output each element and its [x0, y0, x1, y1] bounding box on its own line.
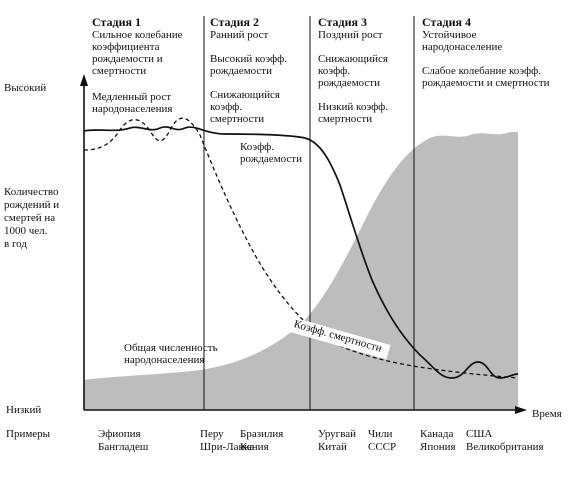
examples-stage-4a: Канада Япония [420, 428, 456, 454]
stage-3-header: Стадия 3 Поздний рост Снижающийся коэфф.… [318, 15, 414, 126]
stage-2-extra2: коэфф. [210, 101, 243, 113]
stage-3-extra2: смертности [318, 113, 373, 125]
stage-2-extra: рождаемости [210, 65, 272, 77]
example-country: США [466, 428, 493, 440]
y-axis-title-line: рождений и [4, 199, 60, 211]
y-axis-high-label: Высокий [4, 82, 47, 94]
example-country: Бангладеш [98, 441, 149, 453]
examples-stage-4b: США Великобритания [466, 428, 544, 454]
stage-1-extra: Медленный рост [92, 91, 172, 103]
birth-rate-curve [83, 126, 519, 379]
y-axis-title: Количество рождений и смертей на 1000 че… [4, 186, 80, 251]
examples-stage-2a: Перу Шри-Ланка [200, 428, 254, 454]
examples-stage-1: Эфиопия Бангладеш [98, 428, 148, 454]
example-country: Бразилия [240, 428, 284, 440]
example-country: Великобритания [466, 441, 544, 453]
stage-3-extra2: Низкий коэфф. [318, 101, 389, 113]
x-axis-time-label: Время [532, 408, 562, 420]
stage-1-line: рождаемости и [92, 53, 163, 65]
stage-3-line: Поздний рост [318, 29, 383, 41]
stage-2-extra2: смертности [210, 113, 265, 125]
y-axis-title-line: в год [4, 238, 27, 250]
stage-1-line: коэффициента [92, 41, 160, 53]
stage-1-line: Сильное колебание [92, 29, 183, 41]
stage-2-header: Стадия 2 Ранний рост Высокий коэфф. рожд… [210, 15, 310, 126]
examples-stage-2b: Бразилия Кения [240, 428, 283, 454]
population-label-line: Общая численность [124, 342, 218, 354]
stage-2-title: Стадия 2 [210, 15, 260, 29]
stage-2-extra: Высокий коэфф. [210, 53, 287, 65]
population-label: Общая численность народонаселения [124, 342, 218, 366]
x-axis-arrow [515, 406, 527, 414]
stage-2-extra2: Снижающийся [210, 89, 280, 101]
y-axis-title-line: Количество [4, 186, 59, 198]
example-country: Китай [318, 441, 347, 453]
example-country: Шри-Ланка [200, 441, 255, 453]
stage-4-extra: Слабое колебание коэфф. [422, 65, 541, 77]
example-country: Канада [420, 428, 454, 440]
example-country: Япония [420, 441, 456, 453]
birth-rate-label: Коэфф. рождаемости [240, 141, 302, 165]
birth-rate-label-line: Коэфф. [240, 141, 275, 153]
y-axis-title-line: смертей на [4, 212, 56, 224]
stage-4-line: Устойчивое [422, 29, 477, 41]
stage-4-title: Стадия 4 [422, 15, 472, 29]
example-country: Кения [240, 441, 269, 453]
y-axis-arrow [80, 74, 88, 86]
stage-3-extra: Снижающийся [318, 53, 388, 65]
stage-1-header: Стадия 1 Сильное колебание коэффициента … [92, 15, 204, 116]
stage-2-line: Ранний рост [210, 29, 269, 41]
examples-stage-3a: Уругвай Китай [318, 428, 356, 454]
death-rate-curve [83, 117, 519, 379]
stage-3-title: Стадия 3 [318, 15, 368, 29]
stage-1-extra: народонаселения [92, 103, 173, 115]
example-country: Перу [200, 428, 224, 440]
stage-1-title: Стадия 1 [92, 15, 142, 29]
stage-4-line: народонаселение [422, 41, 503, 53]
stage-1-line: смертности [92, 65, 147, 77]
examples-stage-3b: Чили СССР [368, 428, 396, 454]
stage-3-extra: рождаемости [318, 77, 380, 89]
example-country: Эфиопия [98, 428, 141, 440]
y-axis-title-line: 1000 чел. [4, 225, 48, 237]
example-country: Чили [368, 428, 393, 440]
population-area [84, 132, 518, 410]
stage-4-header: Стадия 4 Устойчивое народонаселение Слаб… [422, 15, 578, 90]
example-country: Уругвай [318, 428, 357, 440]
y-axis-low-label: Низкий [6, 404, 42, 416]
examples-title: Примеры [6, 428, 51, 440]
example-country: СССР [368, 441, 397, 453]
stage-4-extra: рождаемости и смертности [422, 77, 550, 89]
population-label-line: народонаселения [124, 354, 205, 366]
birth-rate-label-line: рождаемости [240, 153, 302, 165]
stage-3-extra: коэфф. [318, 65, 351, 77]
